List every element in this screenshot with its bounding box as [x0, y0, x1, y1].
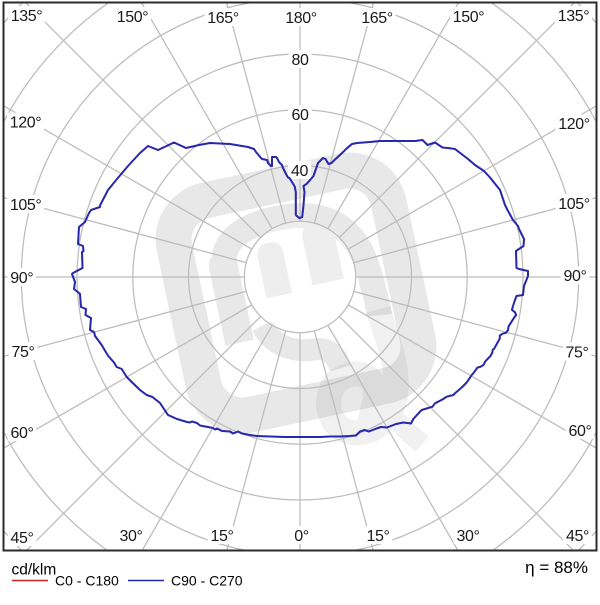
svg-text:75°: 75° — [12, 344, 35, 361]
svg-text:150°: 150° — [117, 9, 149, 26]
svg-text:150°: 150° — [453, 9, 485, 26]
svg-text:165°: 165° — [207, 10, 239, 27]
svg-text:135°: 135° — [11, 8, 43, 25]
svg-text:60°: 60° — [11, 425, 34, 442]
svg-text:165°: 165° — [361, 10, 393, 27]
svg-text:120°: 120° — [558, 116, 590, 133]
svg-text:cd/klm: cd/klm — [12, 562, 57, 579]
svg-text:105°: 105° — [10, 197, 42, 214]
svg-text:60°: 60° — [569, 423, 592, 440]
svg-text:30°: 30° — [120, 528, 143, 545]
svg-text:180°: 180° — [285, 10, 317, 27]
svg-text:η = 88%: η = 88% — [525, 558, 588, 577]
svg-text:0°: 0° — [294, 528, 309, 545]
svg-text:40: 40 — [291, 163, 308, 180]
svg-text:60: 60 — [292, 107, 309, 124]
svg-text:C0 - C180: C0 - C180 — [55, 573, 119, 589]
svg-text:15°: 15° — [367, 528, 390, 545]
svg-text:90°: 90° — [564, 268, 587, 285]
svg-text:90°: 90° — [10, 270, 33, 287]
svg-text:75°: 75° — [566, 344, 589, 361]
svg-text:105°: 105° — [558, 196, 590, 213]
svg-text:135°: 135° — [558, 8, 590, 25]
svg-text:45°: 45° — [11, 530, 34, 547]
svg-text:15°: 15° — [211, 528, 234, 545]
svg-text:80: 80 — [292, 52, 309, 69]
svg-text:120°: 120° — [10, 114, 42, 131]
svg-text:45°: 45° — [566, 528, 589, 545]
svg-text:C90 - C270: C90 - C270 — [171, 573, 243, 589]
svg-text:30°: 30° — [457, 528, 480, 545]
